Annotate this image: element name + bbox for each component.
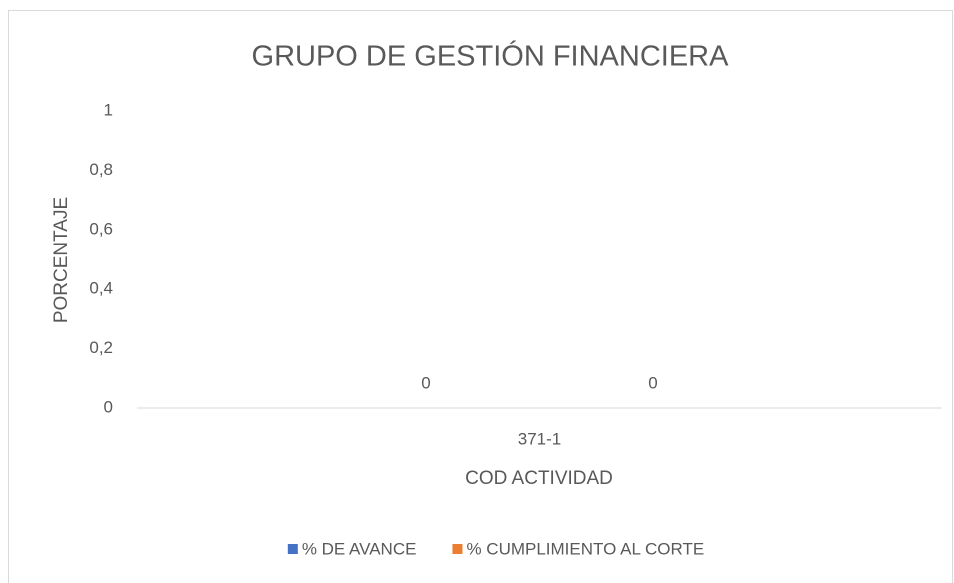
legend-swatch [452,544,463,554]
y-tick-label: 0,4 [89,279,113,298]
data-label: 0 [648,373,657,392]
y-tick-label: 1 [104,100,113,119]
chart-title: GRUPO DE GESTIÓN FINANCIERA [252,40,730,73]
y-axis-title: PORCENTAJE [51,197,72,323]
y-tick-label: 0,2 [89,338,113,357]
x-tick-label: 371-1 [518,429,561,448]
legend-label: % DE AVANCE [302,539,417,558]
data-label: 0 [421,373,430,392]
chart-frame [8,10,953,583]
y-tick-label: 0,8 [89,160,113,179]
legend-label: % CUMPLIMIENTO AL CORTE [466,539,704,558]
y-tick-label: 0,6 [89,219,113,238]
legend-swatch [287,544,298,554]
x-axis-title: COD ACTIVIDAD [465,468,613,489]
y-tick-label: 0 [104,397,113,416]
